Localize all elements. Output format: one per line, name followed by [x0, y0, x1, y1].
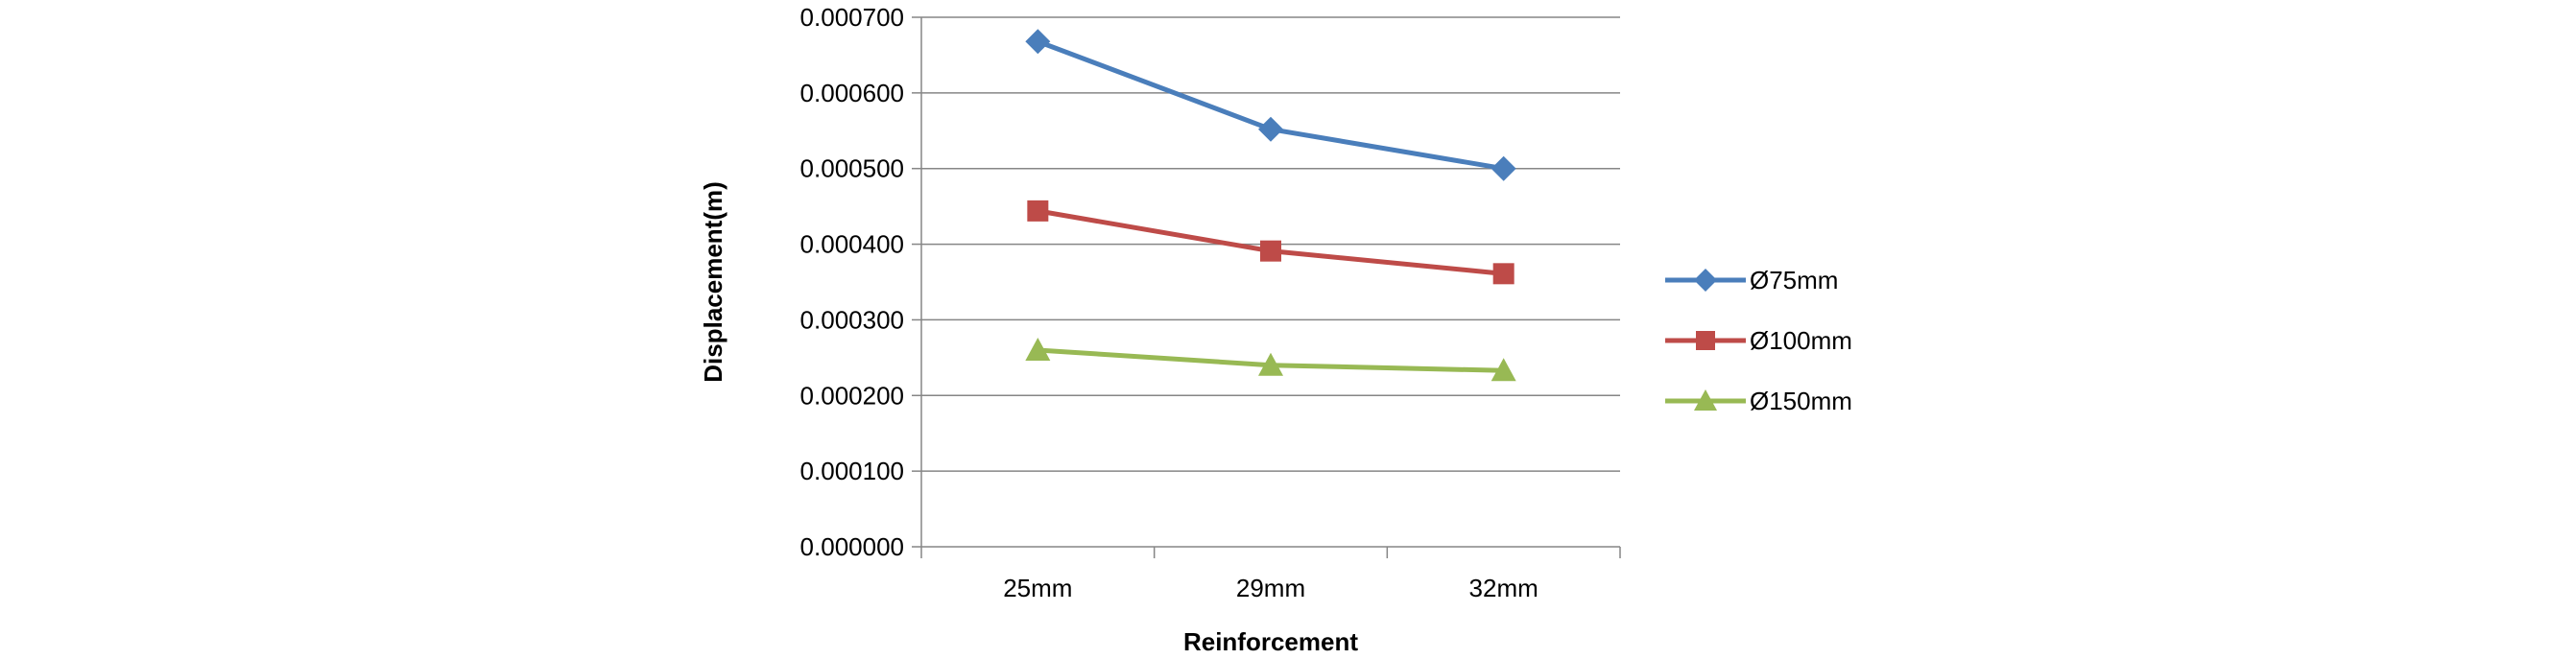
series-0 — [1025, 29, 1516, 181]
x-axis-title: Reinforcement — [1183, 627, 1358, 656]
y-tick-label: 0.000200 — [800, 381, 904, 410]
y-tick-label: 0.000000 — [800, 532, 904, 561]
y-tick-label: 0.000500 — [800, 154, 904, 183]
legend-item: Ø100mm — [1665, 326, 1852, 355]
data-point — [1258, 352, 1283, 376]
data-point — [1492, 263, 1515, 285]
legend-label: Ø100mm — [1750, 326, 1852, 355]
data-series — [1025, 29, 1516, 382]
y-tick-label: 0.000300 — [800, 305, 904, 334]
axes — [920, 17, 1620, 548]
legend: Ø75mm Ø100mm Ø150mm — [1665, 266, 1852, 415]
data-point — [1027, 200, 1049, 222]
series-2 — [1025, 337, 1516, 382]
y-tick-label: 0.000600 — [800, 79, 904, 107]
legend-marker — [1696, 331, 1715, 350]
legend-item: Ø75mm — [1665, 266, 1838, 294]
gridlines — [921, 16, 1620, 472]
legend-marker — [1694, 269, 1717, 292]
legend-label: Ø75mm — [1750, 266, 1838, 294]
data-point — [1258, 116, 1283, 142]
data-point — [1491, 155, 1516, 181]
y-tick-label: 0.000100 — [800, 457, 904, 485]
legend-label: Ø150mm — [1750, 387, 1852, 415]
data-point — [1025, 337, 1051, 361]
x-axis-ticks: 25mm 29mm 32mm — [920, 547, 1621, 602]
x-tick-label: 29mm — [1236, 574, 1305, 602]
y-tick-label: 0.000700 — [800, 3, 904, 32]
y-tick-label: 0.000400 — [800, 230, 904, 259]
legend-marker — [1694, 389, 1717, 411]
series-1 — [1027, 200, 1515, 285]
x-tick-label: 25mm — [1003, 574, 1072, 602]
series-line — [1037, 38, 1505, 172]
x-tick-label: 32mm — [1469, 574, 1538, 602]
legend-item: Ø150mm — [1665, 387, 1852, 415]
data-point — [1025, 29, 1051, 55]
data-point — [1260, 240, 1281, 262]
y-axis-ticks: 0.000000 0.000100 0.000200 0.000300 0.000400… — [800, 3, 921, 561]
y-axis-title: Displacement(m) — [699, 181, 727, 383]
data-point — [1491, 358, 1516, 382]
